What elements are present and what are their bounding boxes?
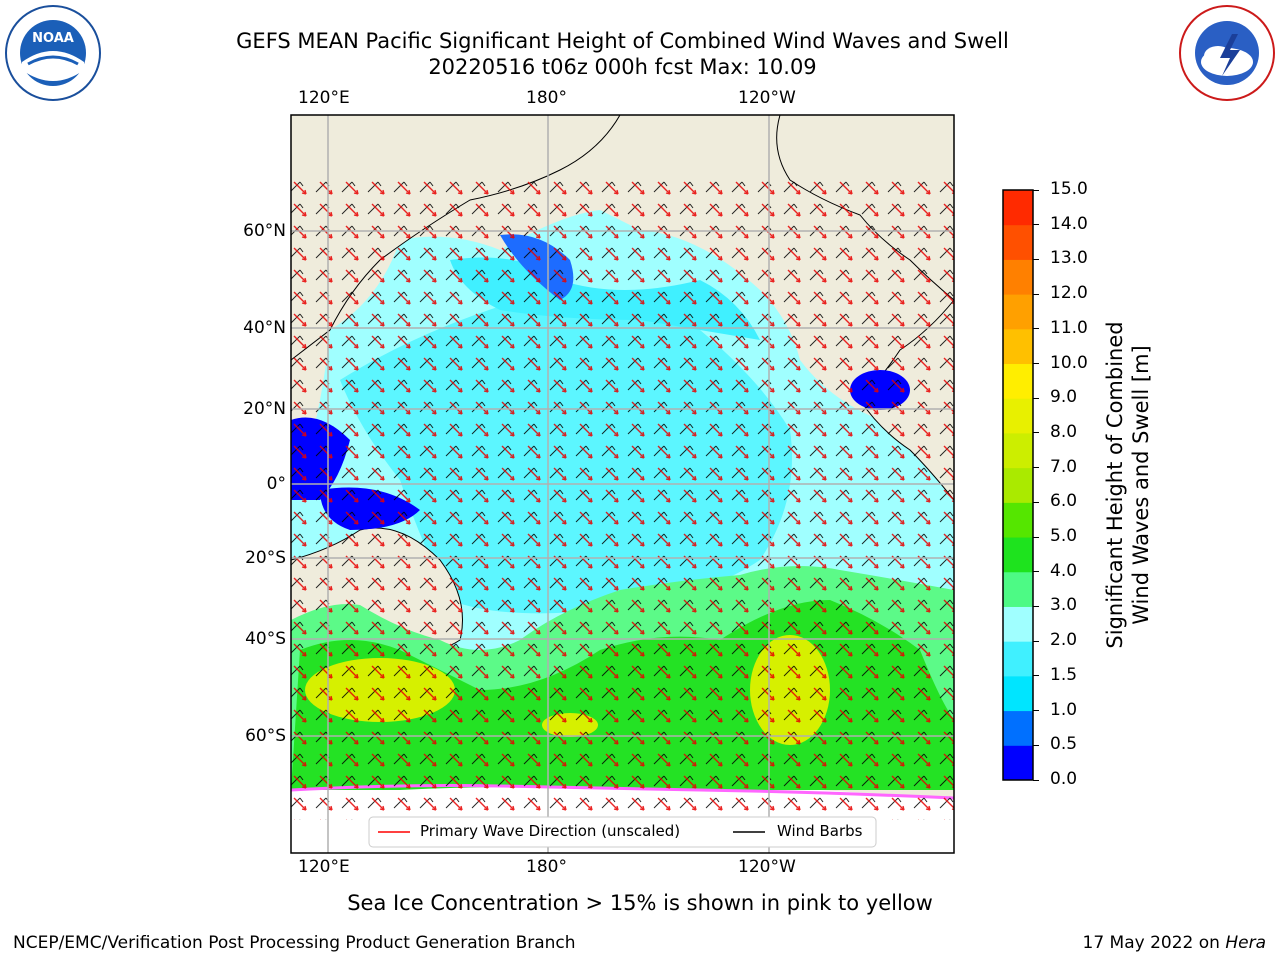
colorbar-tick-mark [1033, 501, 1039, 503]
colorbar-segment [1003, 745, 1033, 781]
chart-title: GEFS MEAN Pacific Significant Height of … [236, 29, 1009, 53]
lat-label: 60°S [245, 726, 286, 746]
colorbar-tick-mark [1033, 258, 1039, 260]
colorbar-label-line1: Significant Height of Combined [1103, 321, 1127, 649]
colorbar-tick-mark [1033, 432, 1039, 434]
colorbar-segment [1003, 398, 1033, 434]
footer-right: 17 May 2022 on Hera [1083, 933, 1267, 953]
colorbar-tick-label: 13.0 [1050, 248, 1088, 269]
colorbar-tick-mark [1033, 640, 1039, 642]
noaa-logo: NOAA [5, 5, 101, 101]
colorbar-tick-mark [1033, 467, 1039, 469]
colorbar-tick-mark [1033, 363, 1039, 365]
colorbar-tick-label: 3.0 [1050, 595, 1078, 616]
top-lon-label: 120°W [738, 88, 796, 108]
map-frame [290, 114, 955, 854]
noaa-logo-text: NOAA [32, 31, 74, 46]
colorbar-segment [1003, 328, 1033, 365]
colorbar-segment [1003, 606, 1033, 642]
top-lon-label: 120°E [298, 88, 350, 108]
colorbar-label-line2: Wind Waves and Swell [m] [1129, 345, 1153, 625]
colorbar-tick-mark [1033, 328, 1039, 330]
colorbar-tick-label: 1.0 [1050, 699, 1078, 720]
colorbar-segment [1003, 432, 1033, 469]
colorbar-tick-label: 7.0 [1050, 456, 1078, 477]
colorbar-tick-label: 14.0 [1050, 213, 1088, 234]
colorbar-segment [1003, 224, 1033, 260]
colorbar-segment [1003, 467, 1033, 503]
colorbar-tick-mark [1033, 605, 1039, 607]
colorbar-segment [1003, 259, 1033, 295]
colorbar-tick-label: 12.0 [1050, 283, 1088, 304]
colorbar-tick-mark [1033, 536, 1039, 538]
colorbar-segment [1003, 190, 1033, 226]
colorbar-tick-mark [1033, 744, 1039, 746]
bottom-lon-label: 120°W [738, 857, 796, 877]
chart-subtitle: 20220516 t06z 000h fcst Max: 10.09 [428, 55, 817, 79]
bottom-lon-label: 180° [526, 857, 567, 877]
colorbar-tick-label: 8.0 [1050, 421, 1078, 442]
colorbar-tick-label: 11.0 [1050, 317, 1088, 338]
colorbar-tick-label: 4.0 [1050, 560, 1078, 581]
legend-wind-barbs: Wind Barbs [777, 822, 863, 840]
wind-barb-field [291, 180, 954, 820]
legend-primary-wave: Primary Wave Direction (unscaled) [420, 822, 681, 840]
colorbar-tick-label: 0.5 [1050, 734, 1078, 755]
sea-ice-note: Sea Ice Concentration > 15% is shown in … [347, 891, 933, 915]
lat-label: 60°N [243, 221, 286, 241]
colorbar-tick-label: 10.0 [1050, 352, 1088, 373]
colorbar-tick-label: 2.0 [1050, 630, 1078, 651]
lat-label: 0° [266, 474, 286, 494]
footer-date: 17 May 2022 on [1082, 933, 1226, 953]
colorbar [1002, 189, 1034, 781]
colorbar-segment [1003, 710, 1033, 746]
lat-label: 20°S [245, 548, 286, 568]
colorbar-ticks: 0.0 0.5 1.0 1.5 2.0 3.0 4.0 5.0 6.0 7.0 8.0 9.0 10.0… [1033, 0, 1100, 960]
nws-logo [1179, 5, 1275, 101]
top-lon-label: 180° [526, 88, 567, 108]
colorbar-tick-mark [1033, 710, 1039, 712]
colorbar-tick-label: 1.5 [1050, 664, 1078, 685]
map-legend-box [368, 816, 877, 848]
colorbar-tick-mark [1033, 571, 1039, 573]
colorbar-tick-mark [1033, 189, 1039, 191]
colorbar-segment [1003, 537, 1033, 573]
colorbar-segment [1003, 294, 1033, 330]
colorbar-tick-label: 15.0 [1050, 179, 1088, 199]
colorbar-segment [1003, 363, 1033, 399]
colorbar-segment [1003, 502, 1033, 538]
colorbar-segment [1003, 641, 1033, 677]
colorbar-tick-mark [1033, 397, 1039, 399]
colorbar-tick-label: 5.0 [1050, 526, 1078, 547]
map-grid [291, 115, 954, 853]
lat-label: 40°N [243, 318, 286, 338]
colorbar-tick-mark [1033, 675, 1039, 677]
colorbar-tick-mark [1033, 293, 1039, 295]
footer-left: NCEP/EMC/Verification Post Processing Pr… [13, 933, 576, 953]
colorbar-tick-mark [1033, 224, 1039, 226]
bottom-lon-label: 120°E [298, 857, 350, 877]
colorbar-tick-mark [1033, 779, 1039, 781]
colorbar-tick-label: 6.0 [1050, 491, 1078, 512]
colorbar-segment [1003, 571, 1033, 607]
colorbar-tick-label: 0.0 [1050, 769, 1078, 789]
lat-label: 40°S [245, 629, 286, 649]
colorbar-segment [1003, 675, 1033, 712]
lat-label: 20°N [243, 399, 286, 419]
colorbar-tick-label: 9.0 [1050, 387, 1078, 408]
footer-machine: Hera [1225, 933, 1266, 953]
